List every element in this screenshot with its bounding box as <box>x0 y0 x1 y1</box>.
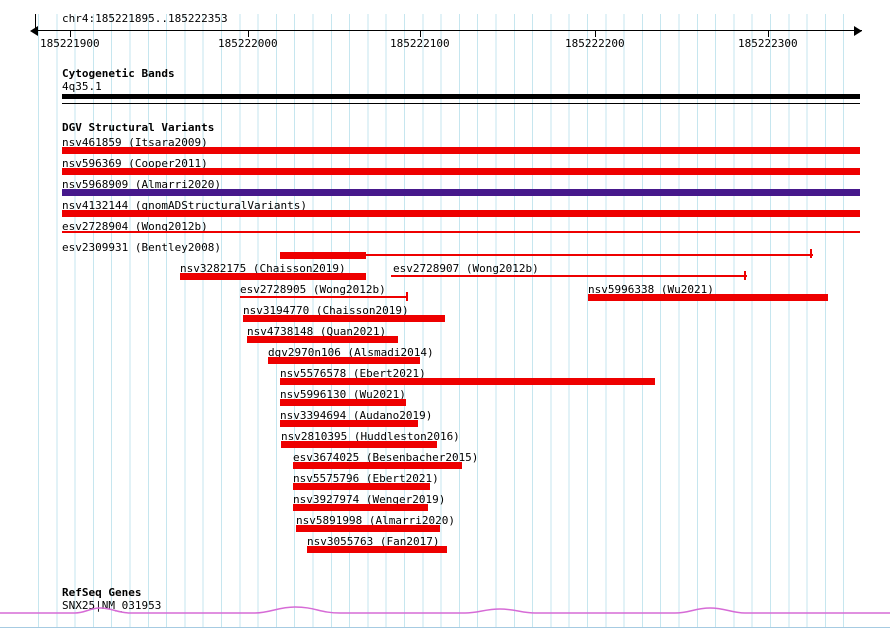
variant-line[interactable] <box>366 254 813 256</box>
variant-label[interactable]: nsv3927974 (Wenger2019) <box>293 493 446 506</box>
variant-label[interactable]: nsv3394694 (Audano2019) <box>280 409 433 422</box>
cytoband-baseline <box>62 103 860 104</box>
ruler-tick-label: 185222000 <box>218 37 278 50</box>
variant-bar[interactable] <box>243 315 445 322</box>
variant-bar[interactable] <box>588 294 828 301</box>
dgv-track-title: DGV Structural Variants <box>62 121 215 134</box>
variant-line[interactable] <box>391 275 747 277</box>
cytoband-track-title: Cytogenetic Bands <box>62 67 175 80</box>
ruler-tick-label: 185222100 <box>390 37 450 50</box>
variant-bar[interactable] <box>247 336 398 343</box>
variant-tick[interactable] <box>406 292 408 301</box>
ruler-tick-label: 185221900 <box>40 37 100 50</box>
ruler-tick-label: 185222300 <box>738 37 798 50</box>
ruler-start-tick <box>35 14 36 31</box>
variant-label[interactable]: dgv2970n106 (Alsmadi2014) <box>268 346 434 359</box>
variant-label[interactable]: nsv5996338 (Wu2021) <box>588 283 714 296</box>
variant-bar[interactable] <box>280 420 418 427</box>
cytoband-bar[interactable] <box>62 94 860 99</box>
ruler-line <box>35 30 862 31</box>
variant-label[interactable]: nsv3194770 (Chaisson2019) <box>243 304 409 317</box>
variant-label[interactable]: nsv461859 (Itsara2009) <box>62 136 208 149</box>
variant-label[interactable]: nsv5576578 (Ebert2021) <box>280 367 426 380</box>
refseq-gene-label[interactable]: SNX25|NM_031953 <box>62 599 162 612</box>
variant-label[interactable]: nsv5996130 (Wu2021) <box>280 388 406 401</box>
variant-bar[interactable] <box>293 504 428 511</box>
variant-label[interactable]: esv2728905 (Wong2012b) <box>240 283 386 296</box>
variant-label[interactable]: esv3674025 (Besenbacher2015) <box>293 451 479 464</box>
ruler-tick <box>768 31 769 37</box>
ruler-right-arrow-icon <box>854 26 862 36</box>
variant-label[interactable]: nsv5968909 (Almarri2020) <box>62 178 221 191</box>
ruler-tick <box>248 31 249 37</box>
variant-label[interactable]: esv2728904 (Wong2012b) <box>62 220 208 233</box>
variant-bar[interactable] <box>293 483 430 490</box>
variant-label[interactable]: nsv4132144 (gnomADStructuralVariants) <box>62 199 308 212</box>
grid-lines <box>38 14 860 628</box>
variant-tick[interactable] <box>810 249 812 258</box>
variant-label[interactable]: nsv5891998 (Almarri2020) <box>296 514 455 527</box>
variant-label[interactable]: nsv4738148 (Quan2021) <box>247 325 387 338</box>
ruler-left-arrow-icon <box>30 26 38 36</box>
variant-bar[interactable] <box>296 525 440 532</box>
variant-label[interactable]: nsv5575796 (Ebert2021) <box>293 472 439 485</box>
variant-bar[interactable] <box>62 210 860 217</box>
ruler-tick-label: 185222200 <box>565 37 625 50</box>
variant-bar[interactable] <box>62 189 860 196</box>
variant-tick[interactable] <box>744 271 746 280</box>
variant-bar[interactable] <box>281 441 437 448</box>
variant-label[interactable]: esv2728907 (Wong2012b) <box>393 262 539 275</box>
variant-bar[interactable] <box>293 462 462 469</box>
variant-label[interactable]: nsv596369 (Cooper2011) <box>62 157 208 170</box>
refseq-gene-path <box>0 606 890 614</box>
variant-label[interactable]: nsv3282175 (Chaisson2019) <box>180 262 346 275</box>
variant-bar[interactable] <box>280 399 406 406</box>
bottom-border <box>0 627 890 628</box>
variant-line[interactable] <box>62 231 860 233</box>
variant-bar[interactable] <box>268 357 420 364</box>
variant-bar[interactable] <box>280 252 366 259</box>
ruler-tick <box>420 31 421 37</box>
cytoband-name: 4q35.1 <box>62 80 102 93</box>
ruler-tick <box>70 31 71 37</box>
variant-label[interactable]: nsv3055763 (Fan2017) <box>307 535 440 548</box>
variant-bar[interactable] <box>62 147 860 154</box>
variant-label[interactable]: nsv2810395 (Huddleston2016) <box>281 430 460 443</box>
variant-label[interactable]: esv2309931 (Bentley2008) <box>62 241 221 254</box>
variant-bar[interactable] <box>62 168 860 175</box>
variant-bar[interactable] <box>280 378 655 385</box>
ruler-tick <box>595 31 596 37</box>
region-label: chr4:185221895..185222353 <box>62 12 228 25</box>
variant-line[interactable] <box>240 296 408 298</box>
variant-bar[interactable] <box>307 546 447 553</box>
refseq-gene-track[interactable] <box>0 604 890 622</box>
refseq-track-title: RefSeq Genes <box>62 586 142 599</box>
variant-bar[interactable] <box>180 273 366 280</box>
